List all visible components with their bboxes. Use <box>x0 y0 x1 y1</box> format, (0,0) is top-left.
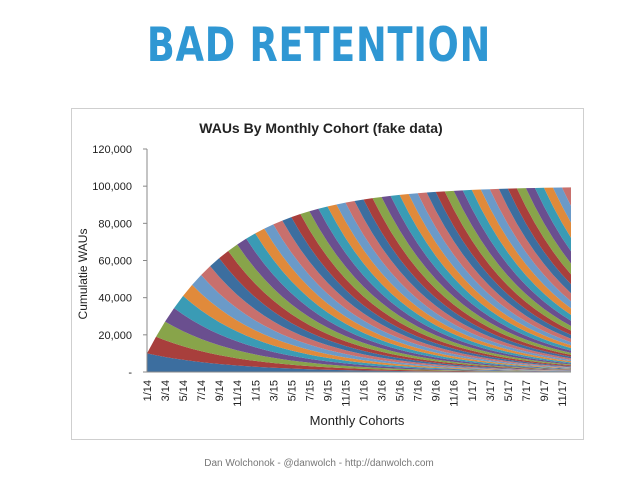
x-tick-label: 7/17 <box>521 380 533 401</box>
cohort-area <box>147 295 571 372</box>
x-tick-label: 5/16 <box>395 380 407 401</box>
cohort-area <box>147 321 571 372</box>
chart-frame: WAUs By Monthly Cohort (fake data) - 20,0… <box>71 108 584 440</box>
y-tick-label: 20,000 <box>98 330 132 342</box>
x-tick-label: 5/14 <box>178 380 190 401</box>
x-tick-label: 7/16 <box>413 380 425 401</box>
x-tick-label: 9/17 <box>539 380 551 401</box>
y-axis: - 20,000 40,000 60,000 80,000 100,000 120,000 <box>92 144 148 379</box>
y-tick-label: 60,000 <box>98 256 132 268</box>
x-tick-label: 9/14 <box>214 380 226 401</box>
chart-title: WAUs By Monthly Cohort (fake data) <box>199 120 442 136</box>
cohort-area <box>147 284 571 372</box>
y-tick-label: 80,000 <box>98 218 132 230</box>
x-tick-label: 3/17 <box>485 380 497 401</box>
x-tick-label: 3/16 <box>377 380 389 401</box>
x-tick-label: 1/15 <box>250 380 262 401</box>
cohort-area <box>147 211 571 366</box>
x-axis: 1/14 3/14 5/14 7/14 9/14 11/14 1/15 3/15 5/15 7/1… <box>142 371 571 407</box>
x-tick-label: 1/14 <box>142 380 154 401</box>
x-tick-label: 7/15 <box>304 380 316 401</box>
y-tick-label: 100,000 <box>92 181 132 193</box>
cohort-area <box>147 250 571 371</box>
x-tick-label: 7/14 <box>196 380 208 401</box>
cohort-area <box>147 244 571 370</box>
cohort-area <box>147 353 571 372</box>
x-tick-label: 3/15 <box>268 380 280 401</box>
cohort-area <box>147 336 571 372</box>
y-tick-label: 40,000 <box>98 293 132 305</box>
cohort-area <box>147 198 571 357</box>
slide-footer: Dan Wolchonok - @danwolch - http://danwo… <box>204 458 434 469</box>
x-axis-label: Monthly Cohorts <box>310 413 405 428</box>
area-series-group <box>147 187 571 372</box>
x-tick-label: 1/17 <box>467 380 479 401</box>
x-tick-label: 9/15 <box>322 380 334 401</box>
x-tick-label: 9/16 <box>431 380 443 401</box>
y-tick-label: 120,000 <box>92 144 132 156</box>
x-tick-label: 5/17 <box>503 380 515 401</box>
x-tick-label: 11/15 <box>340 380 352 407</box>
y-tick-label: - <box>128 367 132 379</box>
chart-svg: WAUs By Monthly Cohort (fake data) - 20,0… <box>76 120 571 428</box>
slide-title: BAD RETENTION <box>146 18 492 73</box>
cohort-area <box>147 191 571 354</box>
x-tick-label: 1/16 <box>359 380 371 401</box>
x-tick-label: 11/14 <box>232 380 244 407</box>
cohort-area <box>147 308 571 372</box>
x-tick-label: 5/15 <box>286 380 298 401</box>
cohort-area <box>147 202 571 362</box>
y-axis-label: Cumulatie WAUs <box>76 229 90 320</box>
x-tick-label: 11/17 <box>557 380 569 407</box>
cohort-area <box>147 188 571 354</box>
x-tick-label: 3/14 <box>160 380 172 401</box>
cohort-area <box>147 195 571 354</box>
x-tick-label: 11/16 <box>449 380 461 407</box>
cohort-area <box>147 191 571 354</box>
